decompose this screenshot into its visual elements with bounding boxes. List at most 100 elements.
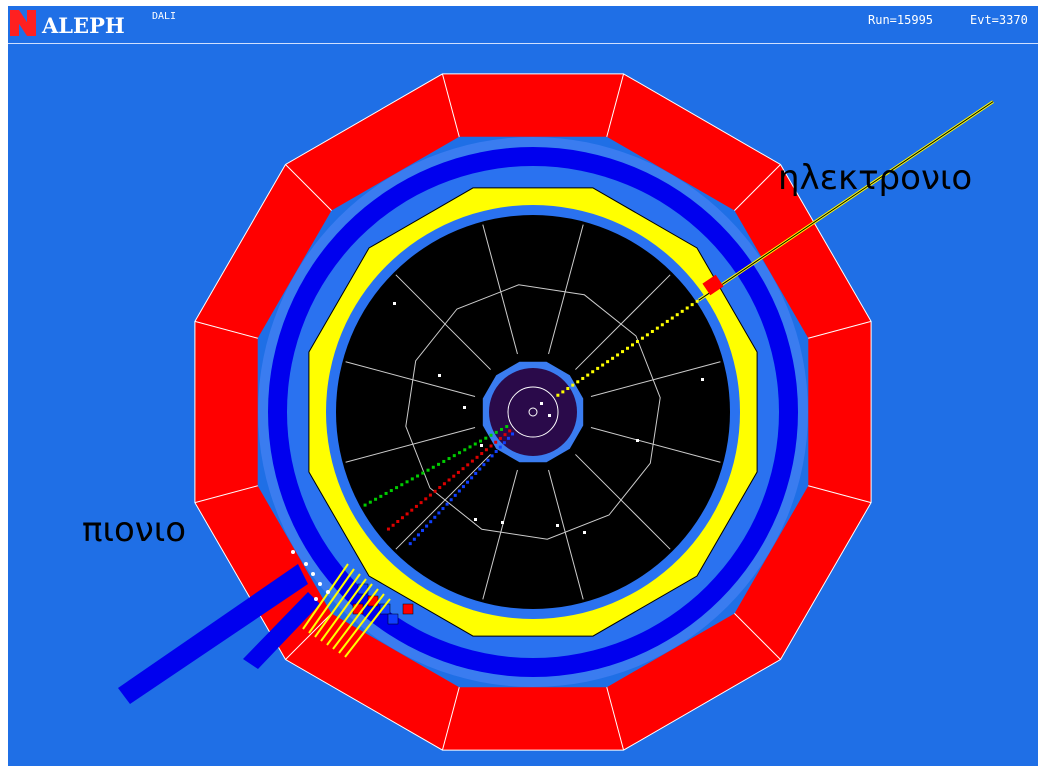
pion-label: πιονιο xyxy=(82,510,187,550)
secondary-track-blue-hit xyxy=(502,441,506,445)
electron-track-hit xyxy=(571,383,575,387)
electron-track-hit xyxy=(630,343,634,347)
tpc-hit xyxy=(438,374,441,377)
tpc-hit xyxy=(548,414,551,417)
secondary-track-blue-hit xyxy=(494,449,498,453)
secondary-track-blue-hit xyxy=(466,480,470,484)
app-title: ALEPH xyxy=(42,13,125,38)
pion-track-hit xyxy=(400,483,404,487)
secondary-track-red-hit xyxy=(494,440,498,444)
pion-track-hit xyxy=(473,442,477,446)
secondary-track-blue xyxy=(408,432,515,546)
secondary-track-red-hit xyxy=(456,470,460,474)
hcal-divider xyxy=(441,684,461,751)
pion-ecal-tower xyxy=(320,578,367,642)
hcal-divider xyxy=(732,611,781,660)
hcal-divider xyxy=(285,611,334,660)
hcal-divider xyxy=(441,73,461,140)
electron-track-hit xyxy=(665,319,669,323)
secondary-track-red-hit xyxy=(400,516,404,520)
hcal-divider xyxy=(805,320,872,340)
secondary-track-blue-hit xyxy=(461,485,465,489)
header-bar: ALEPH DALI Run=15995 Evt=3370 xyxy=(8,6,1038,44)
hcal-divider xyxy=(194,484,261,504)
electron-ecal-cluster xyxy=(702,274,724,296)
secondary-track-red-hit xyxy=(405,512,409,516)
tpc-sector-line xyxy=(345,361,476,397)
secondary-track-red-hit xyxy=(396,520,400,524)
secondary-track-red-hit xyxy=(508,429,512,433)
secondary-track-blue-hit xyxy=(453,493,457,497)
pion-track-hit xyxy=(405,480,409,484)
hcal-divider xyxy=(605,73,625,140)
muon-hit xyxy=(291,550,295,554)
pion-ecal-tower xyxy=(326,583,373,646)
detector-view xyxy=(118,73,994,751)
secondary-track-red-hit xyxy=(480,452,484,456)
electron-track-hit xyxy=(566,387,570,391)
tpc-sector-line xyxy=(395,274,491,370)
tpc-hit xyxy=(583,531,586,534)
hcal-divider xyxy=(605,684,625,751)
secondary-track-blue-hit xyxy=(511,432,515,436)
pion-track-hit xyxy=(374,497,378,501)
electron-track-hit xyxy=(616,353,620,357)
tpc-hit xyxy=(463,406,466,409)
tpc-hit xyxy=(393,302,396,305)
pion-ecal-cluster xyxy=(402,603,414,615)
tpc-hit xyxy=(636,439,639,442)
pion-track-hit xyxy=(410,477,414,481)
tpc-hit xyxy=(701,378,704,381)
secondary-track-red-hit xyxy=(489,444,493,448)
pion-track-hit xyxy=(484,436,488,440)
secondary-track-red-hit xyxy=(447,478,451,482)
secondary-track-blue-hit xyxy=(433,515,437,519)
secondary-track-blue-hit xyxy=(408,542,412,546)
pion-track-hit xyxy=(431,465,435,469)
pion-track-hit xyxy=(494,430,498,434)
tpc-sector-line xyxy=(575,454,671,550)
pion-track-hit xyxy=(368,500,372,504)
secondary-track-red-hit xyxy=(503,433,507,437)
electron-track xyxy=(556,299,699,397)
secondary-track-blue-hit xyxy=(449,498,453,502)
electron-track-hit xyxy=(635,340,639,344)
secondary-track-red-hit xyxy=(475,455,479,459)
pion-track-hit xyxy=(463,448,467,452)
pion-track-hit xyxy=(489,433,493,437)
secondary-track-blue-hit xyxy=(482,463,486,467)
secondary-track-red-hit xyxy=(391,523,395,527)
pion-track xyxy=(363,425,509,507)
pion-ecal-tower xyxy=(302,563,349,630)
secondary-track-red-hit xyxy=(442,482,446,486)
muon-hit xyxy=(318,582,322,586)
pion-track-hit xyxy=(363,503,367,507)
secondary-track-red-hit xyxy=(470,459,474,463)
pion-track-hit xyxy=(452,454,456,458)
secondary-track-blue-hit xyxy=(425,524,429,528)
hcal-divider xyxy=(194,320,261,340)
tpc-sector-line xyxy=(590,361,721,397)
pion-track-hit xyxy=(447,457,451,461)
tpc-sector-line xyxy=(590,427,721,463)
electron-track-hit xyxy=(650,329,654,333)
pion-track-hit xyxy=(468,445,472,449)
secondary-track-red-hit xyxy=(461,467,465,471)
tpc-sector-line xyxy=(575,274,671,370)
run-number: Run=15995 xyxy=(868,13,934,27)
hcal-divider xyxy=(805,484,872,504)
secondary-track-red-hit xyxy=(433,489,437,493)
secondary-track-red-hit xyxy=(484,448,488,452)
secondary-track-blue-hit xyxy=(437,511,441,515)
secondary-track-red-hit xyxy=(414,504,418,508)
secondary-track-blue-hit xyxy=(498,445,502,449)
electron-track-hit xyxy=(675,313,679,317)
pion-track-hit xyxy=(389,489,393,493)
tpc-hit xyxy=(480,444,483,447)
tpc-sector-line xyxy=(482,224,518,355)
hcal-divider xyxy=(285,164,334,213)
muon-hit xyxy=(311,572,315,576)
tpc-sector-line xyxy=(548,469,584,600)
tpc-sector-line xyxy=(482,469,518,600)
secondary-track-blue-hit xyxy=(457,489,461,493)
